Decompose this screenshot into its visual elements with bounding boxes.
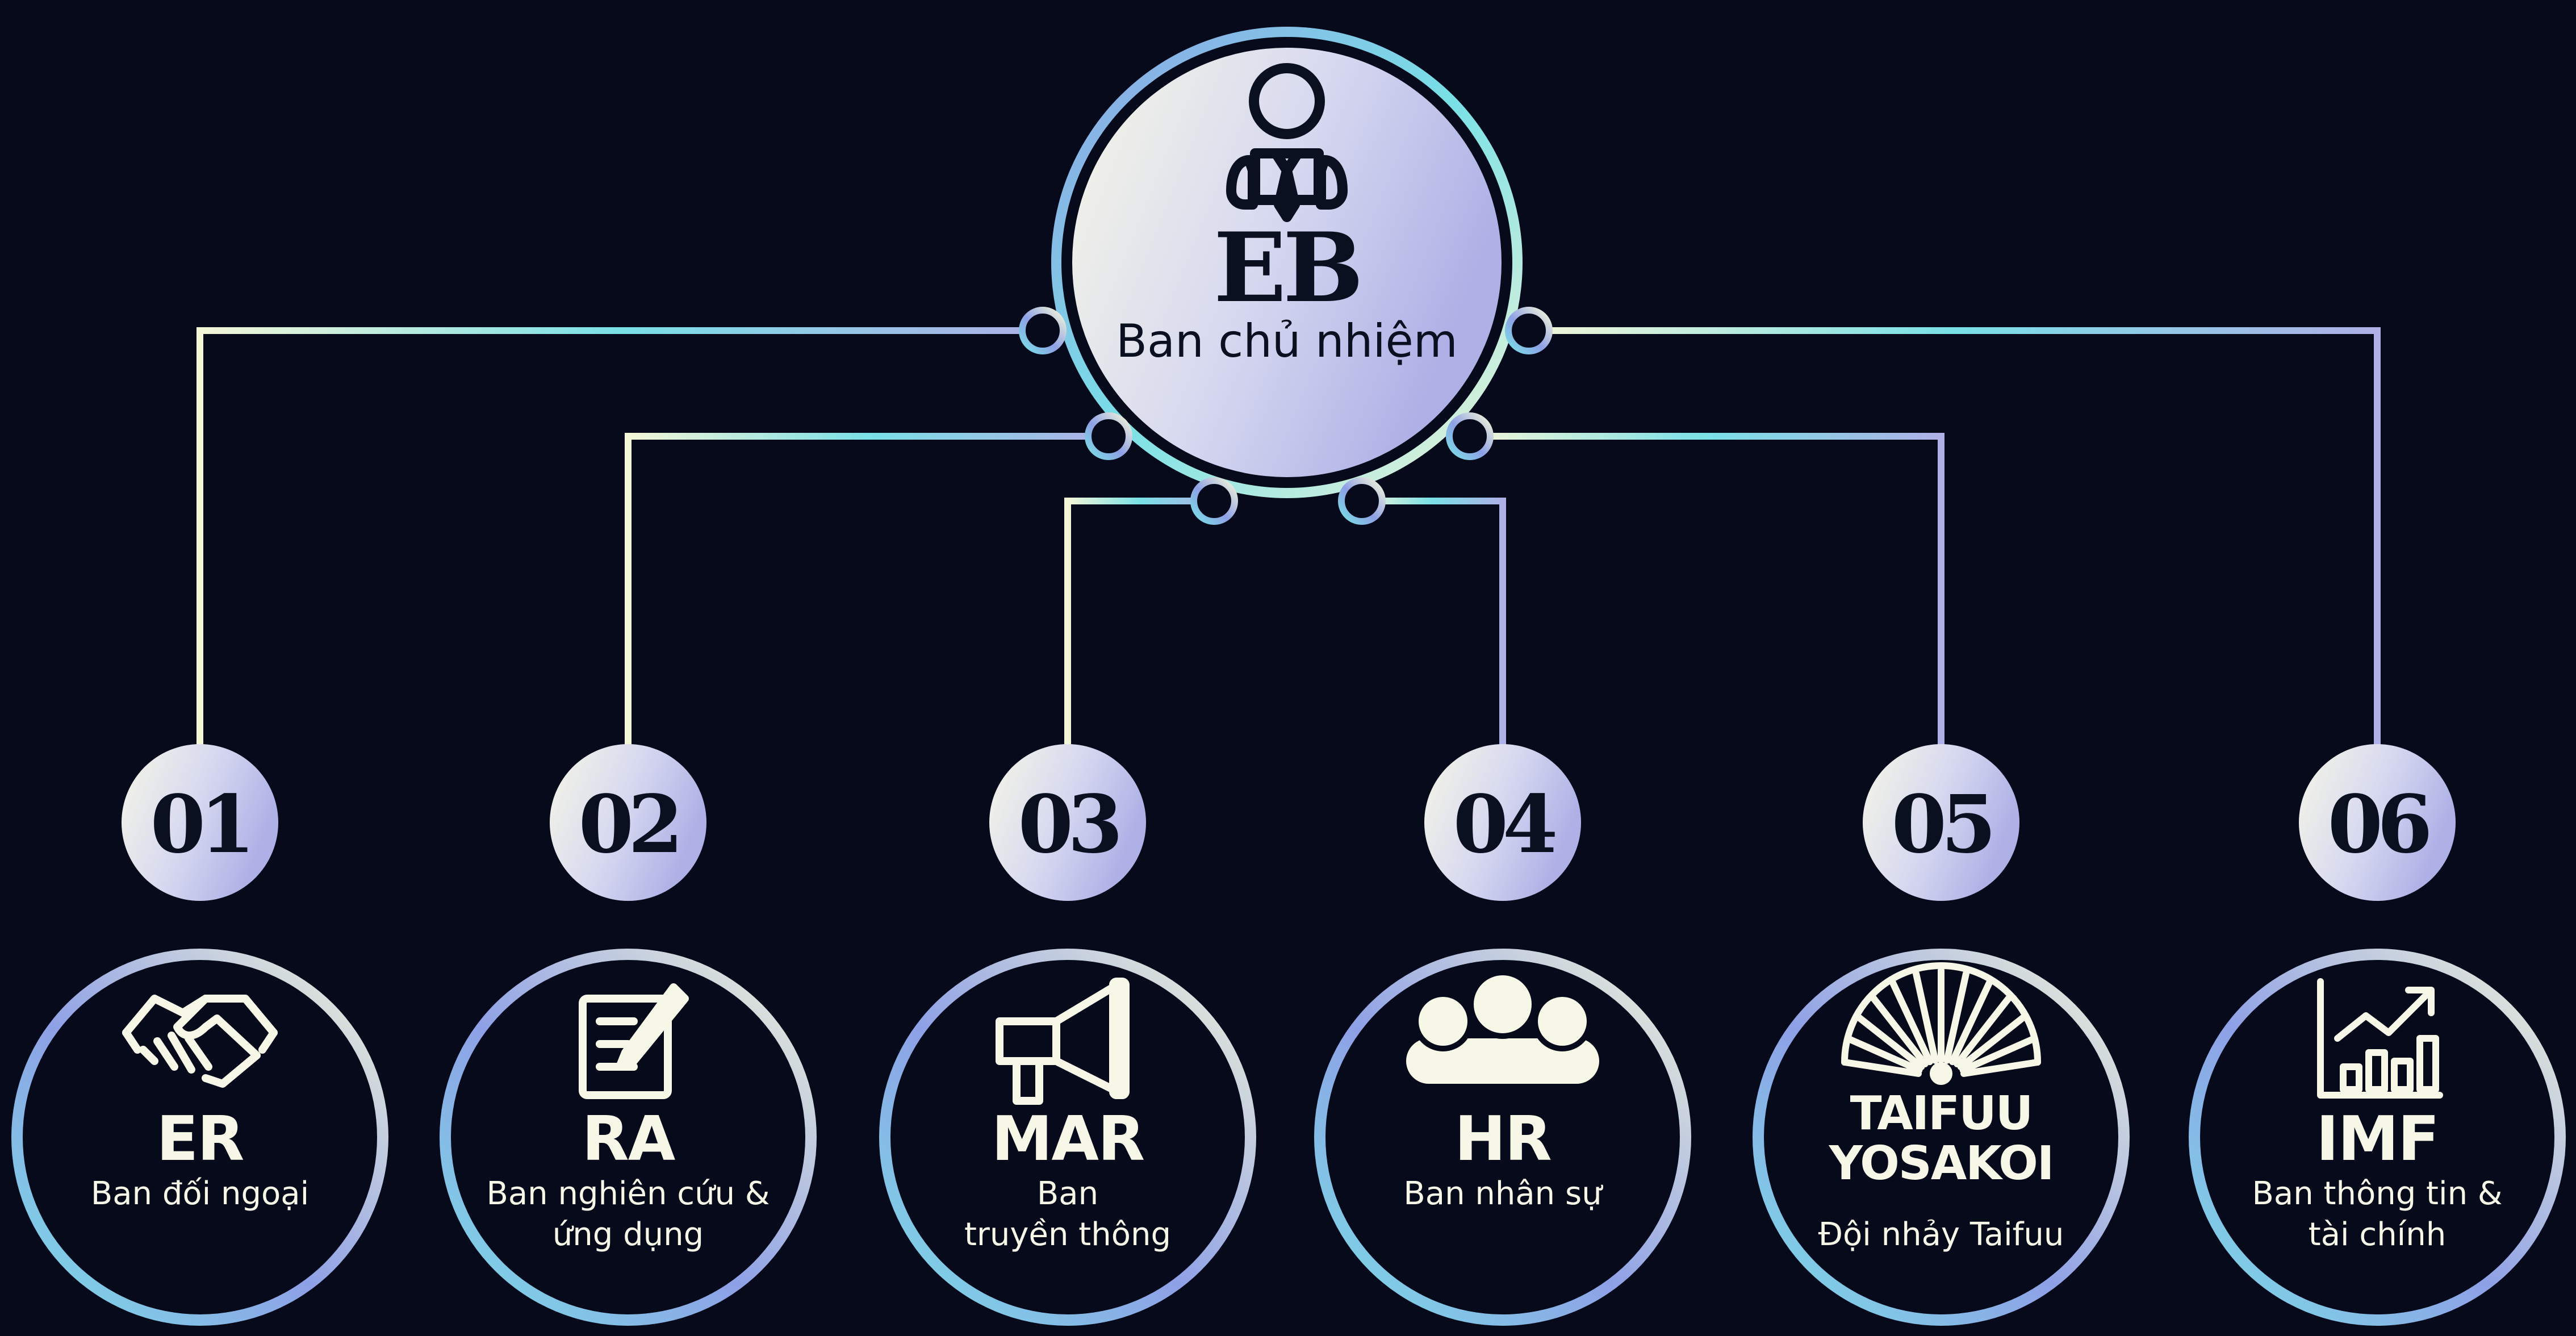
root-name: Ban chủ nhiệm: [1116, 315, 1458, 368]
leader-person-icon: [1226, 63, 1348, 222]
connector-05: [1471, 433, 1944, 755]
root-code: EB: [1214, 211, 1360, 324]
folding-fan-icon: [1841, 962, 2041, 1085]
department-disc: [1764, 960, 2118, 1314]
department-disc: [23, 960, 377, 1314]
root-ports: [1019, 307, 1553, 525]
department-name-line: Ban: [1037, 1175, 1098, 1212]
connector-04: [1362, 498, 1506, 755]
port-01: [1019, 307, 1067, 354]
port-02: [1085, 412, 1132, 460]
department-code: RA: [582, 1104, 676, 1175]
department-disc: [451, 960, 805, 1314]
connector-03: [1064, 498, 1214, 755]
connector-06: [1529, 327, 2381, 755]
department-code: TAIFUU: [1850, 1087, 2033, 1141]
department-code: MAR: [992, 1104, 1144, 1175]
connector-01: [196, 327, 1043, 755]
port-04: [1338, 477, 1386, 525]
department-name-line: ứng dụng: [553, 1216, 704, 1253]
connector-lines: [196, 327, 2381, 755]
department-disc: [2200, 960, 2554, 1314]
port-03: [1190, 477, 1238, 525]
department-name-line: Ban nhân sự: [1403, 1175, 1603, 1212]
number-badge: [550, 744, 706, 901]
department-name-line: Ban thông tin &: [2252, 1175, 2502, 1212]
department-code: YOSAKOI: [1829, 1137, 2054, 1191]
badge-number: 03: [1018, 778, 1118, 871]
badge-number: 01: [150, 778, 250, 871]
badge-number: 05: [1892, 778, 1991, 871]
department-code: ER: [157, 1104, 244, 1175]
badge-number: 04: [1453, 778, 1555, 871]
megaphone-icon: [996, 978, 1130, 1105]
department-code: IMF: [2316, 1104, 2438, 1175]
root-disc: [1072, 48, 1502, 477]
number-badge: [2299, 744, 2456, 901]
people-group-icon: [1406, 970, 1599, 1084]
department-name-line: Ban nghiên cứu &: [486, 1175, 770, 1212]
number-badge: [1863, 744, 2019, 901]
department-disc: [890, 960, 1245, 1314]
growth-chart-icon: [2317, 978, 2443, 1099]
department-name-line: Ban đối ngoại: [91, 1175, 309, 1212]
badge-number: 02: [579, 778, 678, 871]
department-name-line: Đội nhảy Taifuu: [1818, 1216, 2064, 1253]
department-code: HR: [1454, 1104, 1551, 1175]
department-name-line: tài chính: [2309, 1216, 2446, 1253]
port-05: [1446, 412, 1494, 460]
port-06: [1505, 307, 1553, 354]
number-badge: [989, 744, 1146, 901]
number-badge: [1424, 744, 1581, 901]
handshake-icon: [122, 995, 278, 1088]
document-pen-icon: [579, 983, 689, 1099]
root-node-eb: EB Ban chủ nhiệm: [1051, 27, 1523, 498]
department-name-line: truyền thông: [964, 1216, 1171, 1253]
connector-02: [625, 433, 1107, 755]
badge-number: 06: [2328, 778, 2428, 871]
number-badge: [122, 744, 278, 901]
